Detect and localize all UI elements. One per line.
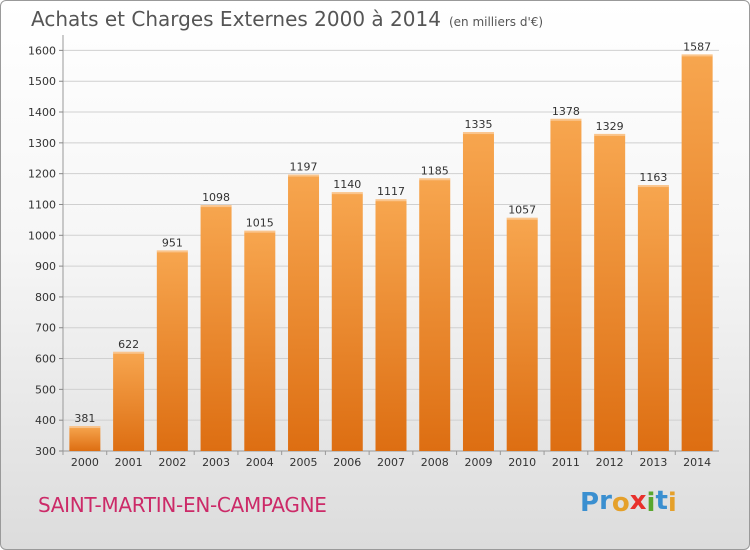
bar-2013 [637, 185, 669, 451]
x-tick-label: 2004 [246, 456, 274, 469]
logo-letter: P [580, 488, 600, 518]
bar-2002 [156, 250, 188, 451]
bar-2014 [681, 54, 713, 452]
bar-highlight [244, 230, 276, 233]
y-axis-ticks: 300 400 500 600 700 800 900 1000 1100 1200 1300 140… [28, 44, 63, 458]
bar-2012 [594, 133, 626, 451]
y-tick-label: 400 [35, 414, 56, 427]
data-label: 1163 [639, 171, 667, 184]
data-label: 1378 [552, 105, 580, 118]
y-tick-label: 700 [35, 322, 56, 335]
data-labels: 381 622 951 1098 1015 1197 1140 1117 1185 1335 105… [74, 40, 711, 425]
bar-2006 [331, 192, 363, 451]
data-label: 1057 [508, 204, 536, 217]
bars [69, 54, 713, 452]
bar-highlight [594, 133, 626, 136]
chart-title-text: Achats et Charges Externes 2000 à 2014 [31, 7, 441, 31]
logo-letter: i [646, 488, 656, 518]
y-tick-label: 800 [35, 291, 56, 304]
city-name: SAINT-MARTIN-EN-CAMPAGNE [38, 493, 327, 517]
bar-2004 [244, 230, 276, 451]
bar-2001 [113, 351, 145, 451]
logo-letter: x [629, 486, 647, 516]
data-label: 1117 [377, 185, 405, 198]
y-tick-label: 600 [35, 353, 56, 366]
y-tick-label: 1500 [28, 75, 56, 88]
data-label: 1185 [421, 164, 449, 177]
data-label: 1098 [202, 191, 230, 204]
y-tick-label: 1000 [28, 229, 56, 242]
bar-highlight [156, 250, 188, 253]
proxiti-logo[interactable]: Proxiti [580, 486, 677, 522]
bar-highlight [200, 205, 232, 208]
y-tick-label: 1400 [28, 106, 56, 119]
bar-highlight [462, 132, 494, 135]
x-tick-label: 2012 [596, 456, 624, 469]
chart-title: Achats et Charges Externes 2000 à 2014 (e… [31, 7, 543, 31]
logo-letter: i [667, 488, 677, 518]
x-tick-label: 2010 [508, 456, 536, 469]
bar-highlight [550, 118, 582, 121]
x-tick-label: 2007 [377, 456, 405, 469]
bar-2000 [69, 426, 101, 451]
bar-highlight [331, 192, 363, 195]
data-label: 1329 [596, 120, 624, 133]
bar-highlight [419, 178, 451, 181]
x-tick-label: 2000 [71, 456, 99, 469]
x-tick-label: 2014 [683, 456, 711, 469]
bar-2009 [462, 132, 494, 452]
bar-highlight [506, 217, 538, 220]
data-label: 1587 [683, 40, 711, 53]
bar-2008 [419, 178, 451, 452]
y-tick-label: 1200 [28, 168, 56, 181]
data-label: 1140 [333, 178, 361, 191]
x-tick-label: 2009 [464, 456, 492, 469]
x-tick-label: 2013 [639, 456, 667, 469]
y-tick-label: 1600 [28, 44, 56, 57]
bar-2010 [506, 217, 538, 451]
bar-highlight [375, 199, 407, 202]
bar-highlight [637, 185, 669, 188]
bar-2007 [375, 199, 407, 451]
data-label: 951 [162, 236, 183, 249]
y-tick-label: 300 [35, 445, 56, 458]
x-tick-label: 2008 [421, 456, 449, 469]
data-label: 1197 [290, 161, 318, 174]
data-label: 1335 [464, 118, 492, 131]
data-label: 381 [74, 412, 95, 425]
bar-highlight [288, 174, 320, 177]
y-tick-label: 500 [35, 383, 56, 396]
data-label: 1015 [246, 217, 274, 230]
x-tick-label: 2006 [333, 456, 361, 469]
bar-2005 [288, 174, 320, 451]
x-tick-label: 2002 [158, 456, 186, 469]
x-tick-label: 2005 [290, 456, 318, 469]
x-tick-label: 2011 [552, 456, 580, 469]
y-tick-label: 1100 [28, 198, 56, 211]
logo-letter: r [599, 486, 612, 516]
bar-2011 [550, 118, 582, 452]
x-tick-label: 2003 [202, 456, 230, 469]
logo-letter: t [655, 486, 668, 516]
logo-letter: o [611, 488, 630, 518]
y-tick-label: 1300 [28, 137, 56, 150]
data-label: 622 [118, 338, 139, 351]
bar-highlight [113, 351, 145, 354]
bar-highlight [681, 54, 713, 57]
bar-highlight [69, 426, 101, 429]
x-tick-label: 2001 [115, 456, 143, 469]
chart-subtitle: (en milliers d'€) [448, 15, 544, 29]
bar-2003 [200, 205, 232, 451]
y-tick-label: 900 [35, 260, 56, 273]
x-axis-ticks: 2000 2001 2002 2003 2004 2005 2006 2007 2008 2009… [62, 451, 711, 469]
